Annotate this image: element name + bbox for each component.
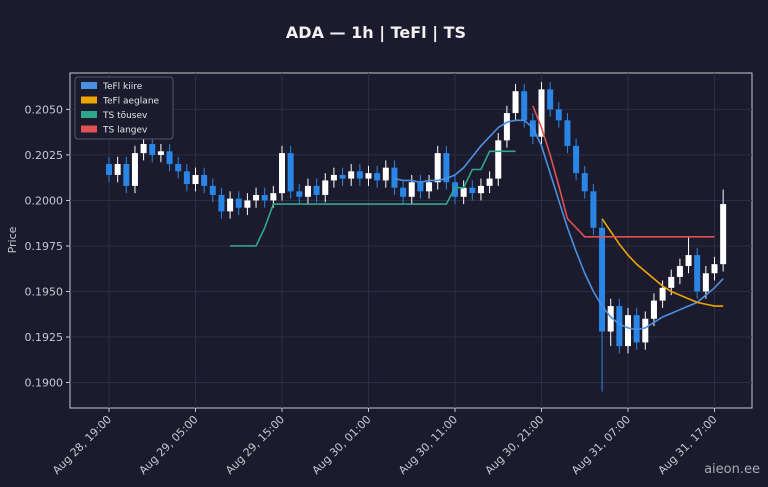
candle-body: [434, 153, 441, 183]
line-series: [230, 150, 516, 247]
candle-body: [227, 198, 234, 212]
candle-body: [477, 185, 484, 194]
candle-body: [313, 185, 320, 195]
candle-body: [676, 265, 683, 277]
candle-body: [400, 187, 407, 197]
candle-body: [279, 153, 285, 194]
candle-body: [157, 151, 164, 155]
candle-body: [668, 276, 675, 288]
candle-body: [114, 164, 121, 175]
candle-body: [486, 178, 493, 186]
candle-body: [452, 182, 458, 197]
candle-body: [426, 182, 433, 192]
candle-body: [296, 191, 303, 197]
candle-body: [201, 174, 208, 186]
candle-body: [304, 185, 311, 197]
legend-swatch: [81, 111, 97, 118]
y-axis-label: Price: [6, 226, 19, 253]
candle-body: [616, 306, 623, 347]
candle-body: [209, 185, 216, 195]
y-tick-label: 0.1950: [25, 285, 64, 298]
chart-title: ADA — 1h | TeFl | TS: [286, 23, 466, 43]
candle-body: [270, 193, 277, 201]
line-series: [601, 218, 724, 307]
candle-body: [140, 144, 147, 154]
candle-body: [469, 187, 476, 194]
candle-body: [244, 200, 251, 208]
candle-body: [443, 153, 450, 183]
candle-body: [685, 255, 692, 266]
candle-body: [573, 145, 580, 174]
candle-body: [183, 171, 190, 185]
candle-body: [330, 174, 337, 181]
candle-body: [382, 167, 389, 181]
candle-body: [642, 318, 649, 343]
candle-body: [555, 109, 562, 121]
candle-body: [521, 91, 528, 121]
legend-swatch: [81, 125, 97, 133]
plot-frame: [69, 72, 753, 409]
candle-body: [166, 151, 173, 165]
legend-label: TS tõusev: [102, 111, 148, 121]
line-series: [394, 119, 724, 331]
candle-body: [356, 171, 363, 179]
y-tick-label: 0.1900: [25, 377, 64, 390]
candle-body: [547, 89, 554, 110]
candle-body: [711, 264, 718, 274]
candle-body: [650, 300, 657, 319]
candle-body: [408, 182, 415, 197]
candle-body: [495, 140, 502, 179]
candle-body: [192, 174, 199, 185]
candle-body: [131, 153, 138, 186]
y-tick-label: 0.2025: [25, 149, 64, 162]
y-tick-label: 0.1975: [25, 240, 64, 253]
candle-body: [460, 187, 467, 197]
candle-body: [322, 180, 329, 195]
legend-swatch: [81, 82, 97, 89]
candle-body: [391, 167, 398, 188]
candle-body: [235, 198, 242, 208]
candle-body: [218, 194, 225, 212]
candle-body: [538, 89, 545, 137]
y-tick-label: 0.2000: [25, 194, 64, 207]
legend-label: TeFl aeglane: [102, 97, 160, 107]
candle-body: [287, 153, 294, 192]
y-tick-label: 0.1925: [25, 331, 64, 344]
legend: TeFl kiire TeFl aeglane TS tõusev TS langev: [74, 76, 174, 140]
candle-body: [599, 227, 606, 332]
candle-body: [365, 173, 372, 179]
legend-label: TS langev: [102, 126, 148, 136]
legend-label: TeFl kiire: [102, 82, 143, 92]
candle-body: [253, 194, 260, 201]
candle-body: [348, 171, 355, 179]
candle-body: [503, 113, 510, 141]
candle-body: [261, 194, 268, 201]
candle-body: [633, 315, 640, 343]
candle-body: [564, 120, 571, 146]
candle-body: [607, 306, 614, 332]
watermark: aieon.ee: [704, 462, 760, 477]
candle-body: [720, 204, 727, 265]
candle-body: [694, 255, 701, 292]
candle-body: [625, 315, 631, 347]
candle-body: [659, 287, 666, 301]
legend-swatch: [81, 96, 97, 104]
candle-body: [123, 164, 130, 186]
candle-body: [175, 164, 182, 172]
candle-body: [339, 174, 346, 179]
line-series: [532, 105, 715, 238]
legend-box: [74, 76, 174, 140]
candle-body: [374, 173, 381, 181]
candle-body: [581, 173, 588, 192]
candle-body: [149, 144, 156, 155]
candle-body: [702, 273, 709, 292]
candle-body: [106, 164, 112, 175]
y-tick-label: 0.2050: [25, 103, 64, 116]
candle-body: [590, 191, 597, 228]
candle-body: [512, 91, 519, 114]
candle-body: [417, 182, 424, 192]
